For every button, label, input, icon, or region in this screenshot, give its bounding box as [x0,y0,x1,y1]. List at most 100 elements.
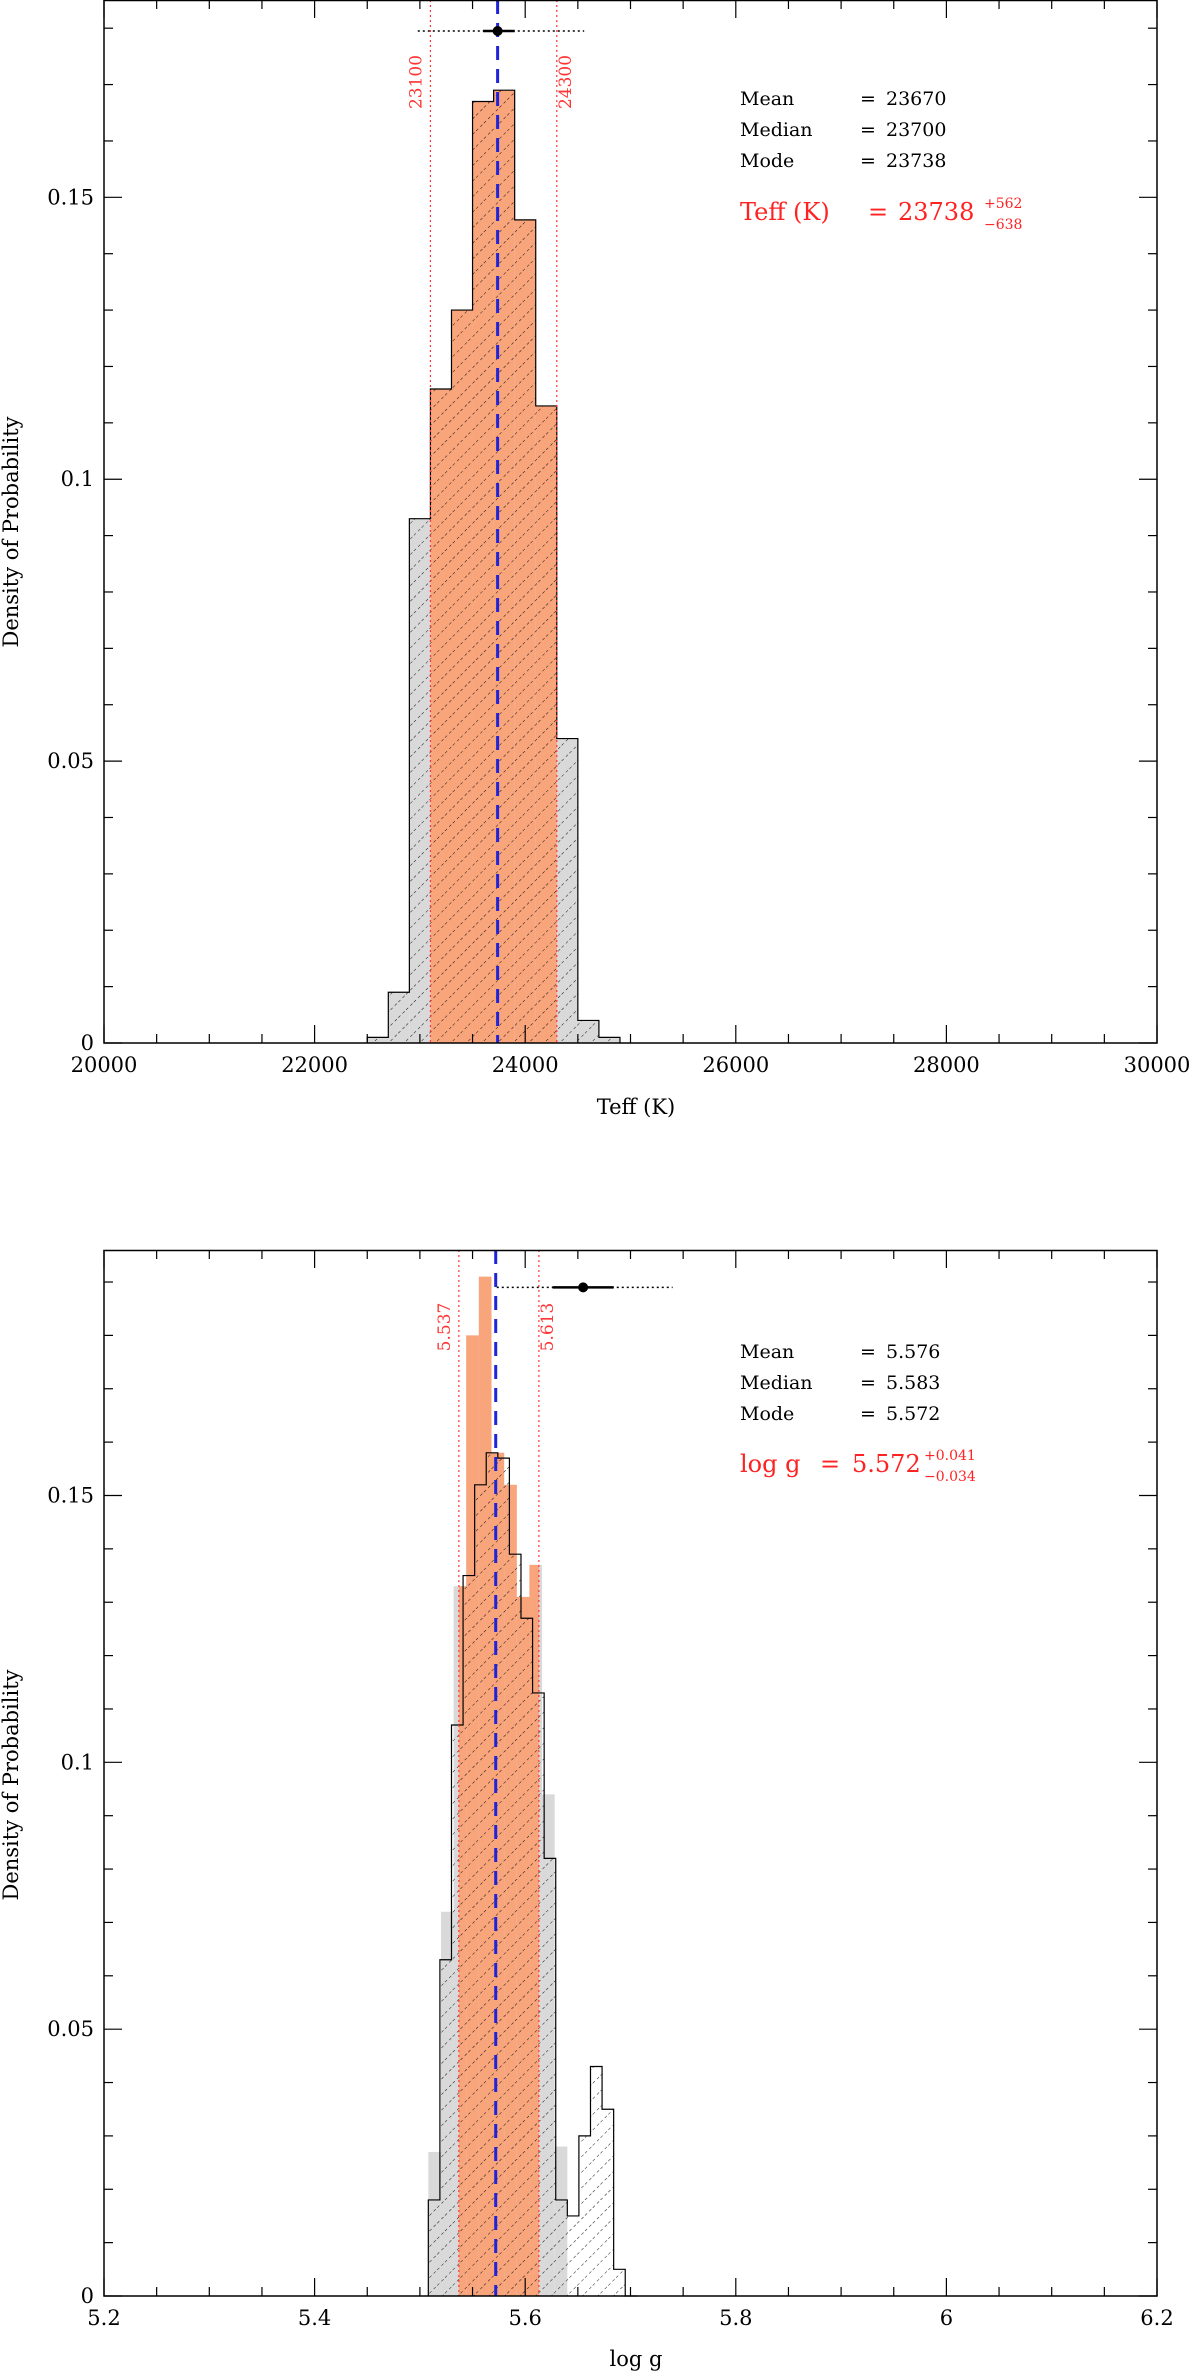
logg-bar-hatch [463,1575,475,2296]
teff-bar-hatch [451,310,473,1044]
teff-errorbar-point [492,26,503,37]
teff-stat-mean-label: Mean [740,88,794,110]
teff-result-name: Teff (K) [740,198,830,226]
logg-stat-mean-value: 5.576 [886,1341,940,1363]
teff-hatching [367,90,620,1044]
teff-bar-hatch [577,1020,599,1043]
teff-result-plus: +562 [984,196,1022,212]
logg-stat-median-value: 5.583 [886,1372,940,1394]
teff-ytick-label: 0.1 [61,467,94,491]
teff-plot-frame [103,0,1158,1044]
logg-result-plus: +0.041 [924,1448,976,1464]
teff-xtick-label: 30000 [1124,1053,1191,1077]
teff-stat-mode-value: 23738 [886,150,946,172]
teff-stat-mean-value: 23670 [886,88,946,110]
logg-bar-hatch [567,2215,579,2296]
teff-bar-hatch [556,738,578,1043]
teff-result: Teff (K) = 23738 +562 −638 [740,196,1022,233]
teff-result-eq: = [868,198,888,226]
teff-bar-hatch [409,518,431,1043]
teff-xtick-label: 26000 [702,1053,769,1077]
logg-hist-outline [427,1452,637,2297]
logg-stat-mode-label: Mode [740,1403,794,1425]
teff-bar-hatch [388,992,410,1043]
logg-interval-lines [458,1250,673,2296]
teff-xtick-label: 24000 [492,1053,559,1077]
teff-chart: 20000 22000 24000 26000 28000 30000 0 0.05 0.1 0.… [0,0,1190,1119]
teff-ylabel: Density of Probability [0,416,23,647]
logg-xlabel: log g [610,2347,663,2371]
logg-ytick-label: 0.1 [61,1750,94,1774]
teff-bar-hatch [514,219,536,1043]
teff-interval-label-low: 23100 [406,55,426,109]
logg-xtick-label: 5.8 [719,2306,752,2330]
logg-bar-hatch [532,1692,545,2296]
logg-hatching [428,1452,626,2296]
teff-interval-lines [417,0,585,1043]
teff-stat-median-eq: = [860,119,876,141]
teff-stats-box: Mean = 23670 Median = 23700 Mode = 23738 [740,88,946,172]
teff-bar-hatch [535,405,557,1043]
teff-ytick-label: 0 [81,1031,94,1055]
logg-ytick-label: 0 [81,2284,94,2308]
logg-bar-hatch [451,1724,464,2296]
logg-bar-hatch [439,1959,452,2296]
teff-bar-hatch [367,1037,389,1043]
logg-xtick-label: 5.6 [508,2306,541,2330]
logg-interval-label-high: 5.613 [538,1303,558,1352]
logg-chart: 5.2 5.4 5.6 5.8 6 6.2 0 0.05 0.1 0.15 log g Densi… [0,1249,1174,2371]
logg-xtick-label: 6.2 [1140,2306,1173,2330]
logg-bar-hatch [544,1858,556,2296]
teff-stat-median-label: Median [740,119,813,141]
teff-hist-outline-path [366,89,621,1043]
teff-interval-label-high: 24300 [556,55,576,109]
logg-stat-mode-eq: = [860,1403,876,1425]
teff-hist-outline [366,89,621,1043]
teff-stat-mode-label: Mode [740,150,794,172]
logg-bar-hatch [509,1554,521,2296]
teff-axes: 20000 22000 24000 26000 28000 30000 0 0.05 0.1 0.… [47,0,1190,1077]
logg-result-name: log g [740,1450,800,1478]
logg-hist-outline-path [427,1452,637,2297]
logg-stat-median-label: Median [740,1372,813,1394]
logg-bar-hatch [613,2269,626,2296]
logg-result-eq: = [820,1450,840,1478]
teff-xtick-label: 28000 [913,1053,980,1077]
logg-axes: 5.2 5.4 5.6 5.8 6 6.2 0 0.05 0.1 0.15 [47,1249,1174,2330]
logg-ytick-label: 0.15 [47,1483,94,1507]
logg-bar-hatch [497,1458,510,2296]
teff-ytick-label: 0.05 [47,749,94,773]
teff-xtick-label: 20000 [71,1053,138,1077]
logg-bar-hatch [602,2109,614,2296]
logg-stat-median-eq: = [860,1372,876,1394]
logg-bar-hatch [474,1484,487,2296]
teff-result-value: 23738 [898,198,974,226]
logg-stat-mean-eq: = [860,1341,876,1363]
logg-stat-mean-label: Mean [740,1341,794,1363]
logg-xtick-label: 6 [940,2306,953,2330]
logg-result-minus: −0.034 [924,1469,976,1485]
teff-stat-mean-eq: = [860,88,876,110]
teff-stat-median-value: 23700 [886,119,946,141]
teff-xtick-label: 22000 [281,1053,348,1077]
logg-bar-hatch [578,2135,591,2296]
logg-bar-hatch [590,2066,603,2296]
logg-stat-mode-value: 5.572 [886,1403,940,1425]
teff-xlabel: Teff (K) [597,1095,675,1119]
logg-ylabel: Density of Probability [0,1669,23,1900]
logg-bar-hatch [486,1452,498,2296]
teff-result-minus: −638 [984,217,1022,233]
logg-bar-hatch [428,2199,440,2296]
logg-ytick-label: 0.05 [47,2017,94,2041]
teff-ytick-label: 0.15 [47,185,94,209]
logg-xtick-label: 5.4 [298,2306,331,2330]
logg-interval-label-low: 5.537 [435,1303,455,1352]
logg-stats-box: Mean = 5.576 Median = 5.583 Mode = 5.572 [740,1341,940,1425]
logg-bar-hatch [520,1618,533,2296]
teff-bar-hatch [472,101,494,1043]
logg-bar-hatch [555,2199,568,2296]
teff-stat-mode-eq: = [860,150,876,172]
logg-result: log g = 5.572 +0.041 −0.034 [740,1448,976,1485]
